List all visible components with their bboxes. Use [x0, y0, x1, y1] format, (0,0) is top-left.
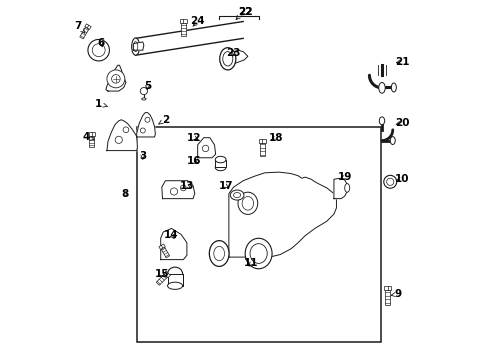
Ellipse shape [220, 48, 236, 70]
Text: 14: 14 [164, 230, 179, 239]
Polygon shape [136, 22, 243, 55]
Text: 12: 12 [187, 133, 201, 143]
Bar [164, 271, 171, 278]
Ellipse shape [132, 38, 140, 55]
Ellipse shape [142, 98, 146, 100]
Text: 1: 1 [95, 99, 108, 109]
Polygon shape [106, 65, 126, 91]
Bar [85, 24, 91, 30]
Text: 18: 18 [270, 133, 284, 143]
Bar [181, 23, 186, 36]
Ellipse shape [379, 82, 385, 93]
Text: 2: 2 [159, 115, 169, 125]
Text: 22: 22 [239, 7, 253, 17]
Circle shape [88, 40, 109, 61]
Ellipse shape [238, 192, 258, 215]
Bar [161, 247, 170, 258]
Text: 7: 7 [74, 21, 85, 33]
Text: 20: 20 [395, 118, 409, 128]
Bar [159, 244, 165, 249]
Circle shape [107, 70, 125, 88]
Ellipse shape [209, 240, 229, 266]
Text: 24: 24 [190, 17, 205, 27]
Bar [384, 287, 391, 291]
Text: 4: 4 [83, 132, 94, 142]
Text: 23: 23 [226, 48, 241, 58]
Text: 16: 16 [187, 156, 201, 166]
Circle shape [384, 175, 397, 188]
Text: 5: 5 [144, 81, 151, 91]
Bar [385, 291, 390, 305]
Ellipse shape [392, 83, 396, 92]
Polygon shape [334, 178, 347, 199]
Polygon shape [133, 42, 144, 50]
Ellipse shape [168, 267, 183, 281]
Text: 8: 8 [121, 189, 128, 199]
Bar [215, 159, 226, 167]
Ellipse shape [379, 117, 385, 125]
Text: 22: 22 [239, 7, 253, 17]
Text: 15: 15 [154, 269, 169, 279]
Ellipse shape [230, 190, 244, 200]
Text: 17: 17 [219, 181, 234, 192]
Bar [89, 136, 94, 147]
Bar [168, 274, 183, 286]
Text: 10: 10 [395, 174, 409, 184]
Circle shape [140, 87, 147, 95]
Bar [260, 143, 265, 156]
Text: 3: 3 [139, 150, 147, 161]
Bar [156, 274, 168, 285]
Ellipse shape [215, 156, 226, 163]
Text: 9: 9 [391, 289, 402, 299]
Polygon shape [228, 50, 248, 65]
Text: 6: 6 [97, 38, 104, 48]
Polygon shape [161, 228, 187, 260]
Polygon shape [162, 181, 195, 199]
Bar [89, 132, 95, 136]
Text: 13: 13 [180, 181, 194, 192]
Bar [137, 127, 381, 342]
Ellipse shape [168, 282, 183, 289]
Text: 11: 11 [244, 258, 259, 268]
Bar [80, 27, 89, 39]
Bar [259, 139, 266, 143]
Ellipse shape [344, 184, 350, 192]
Ellipse shape [390, 136, 395, 144]
Polygon shape [107, 120, 137, 150]
Ellipse shape [215, 164, 226, 171]
Text: 19: 19 [338, 172, 352, 182]
Ellipse shape [245, 238, 272, 269]
Polygon shape [137, 113, 155, 137]
Text: 21: 21 [395, 57, 409, 67]
Polygon shape [229, 172, 337, 257]
Bar [180, 19, 187, 23]
Polygon shape [197, 138, 216, 158]
